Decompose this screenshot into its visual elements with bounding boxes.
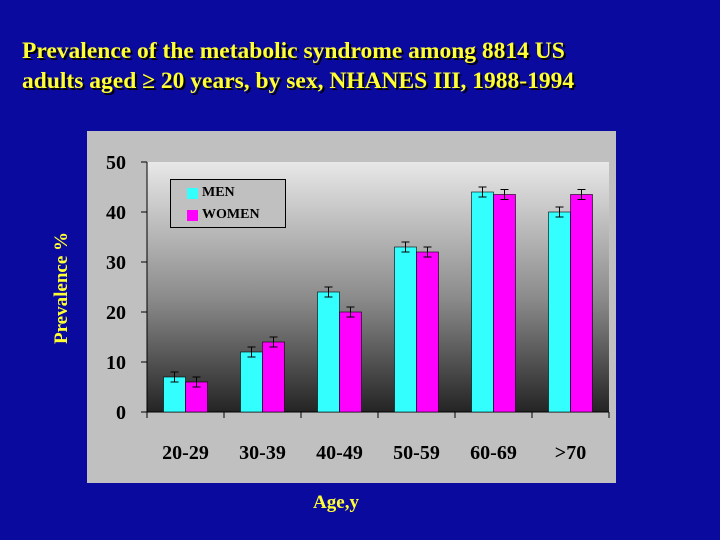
legend-label-women: WOMEN bbox=[202, 207, 260, 222]
x-tick-label: 40-49 bbox=[316, 442, 363, 464]
legend-swatch-women bbox=[187, 209, 198, 221]
bar-men bbox=[548, 211, 571, 413]
legend-swatch-men bbox=[187, 187, 198, 199]
y-tick-label: 0 bbox=[116, 402, 126, 424]
legend-label-men: MEN bbox=[202, 185, 235, 200]
bar-men bbox=[394, 246, 417, 413]
x-tick-label: 60-69 bbox=[470, 442, 517, 464]
bar-men bbox=[240, 351, 263, 413]
bar-men bbox=[317, 291, 340, 413]
legend-item-men: MEN bbox=[187, 185, 235, 201]
y-tick-label: 30 bbox=[106, 252, 126, 274]
bar-men bbox=[471, 191, 494, 413]
y-axis-title: Prevalence % bbox=[51, 231, 72, 345]
slide-title: Prevalence of the metabolic syndrome amo… bbox=[22, 36, 712, 96]
y-tick-label: 50 bbox=[106, 152, 126, 174]
bar-women bbox=[416, 251, 439, 413]
y-tick-label: 40 bbox=[106, 202, 126, 224]
legend-item-women: WOMEN bbox=[187, 207, 260, 223]
x-tick-label: 20-29 bbox=[162, 442, 209, 464]
x-axis-title: Age,y bbox=[313, 492, 359, 513]
bar-women bbox=[493, 194, 516, 413]
y-tick-label: 10 bbox=[106, 352, 126, 374]
bar-women bbox=[262, 341, 285, 413]
slide-title-line-2: adults aged ≥ 20 years, by sex, NHANES I… bbox=[22, 68, 575, 94]
x-tick-label: 30-39 bbox=[239, 442, 286, 464]
bar-women bbox=[570, 194, 593, 413]
chart-legend: MEN WOMEN bbox=[170, 179, 286, 228]
y-tick-label: 20 bbox=[106, 302, 126, 324]
x-tick-label: >70 bbox=[555, 442, 586, 464]
slide-title-line-1: Prevalence of the metabolic syndrome amo… bbox=[22, 38, 565, 64]
bar-women bbox=[339, 311, 362, 413]
x-tick-label: 50-59 bbox=[393, 442, 440, 464]
